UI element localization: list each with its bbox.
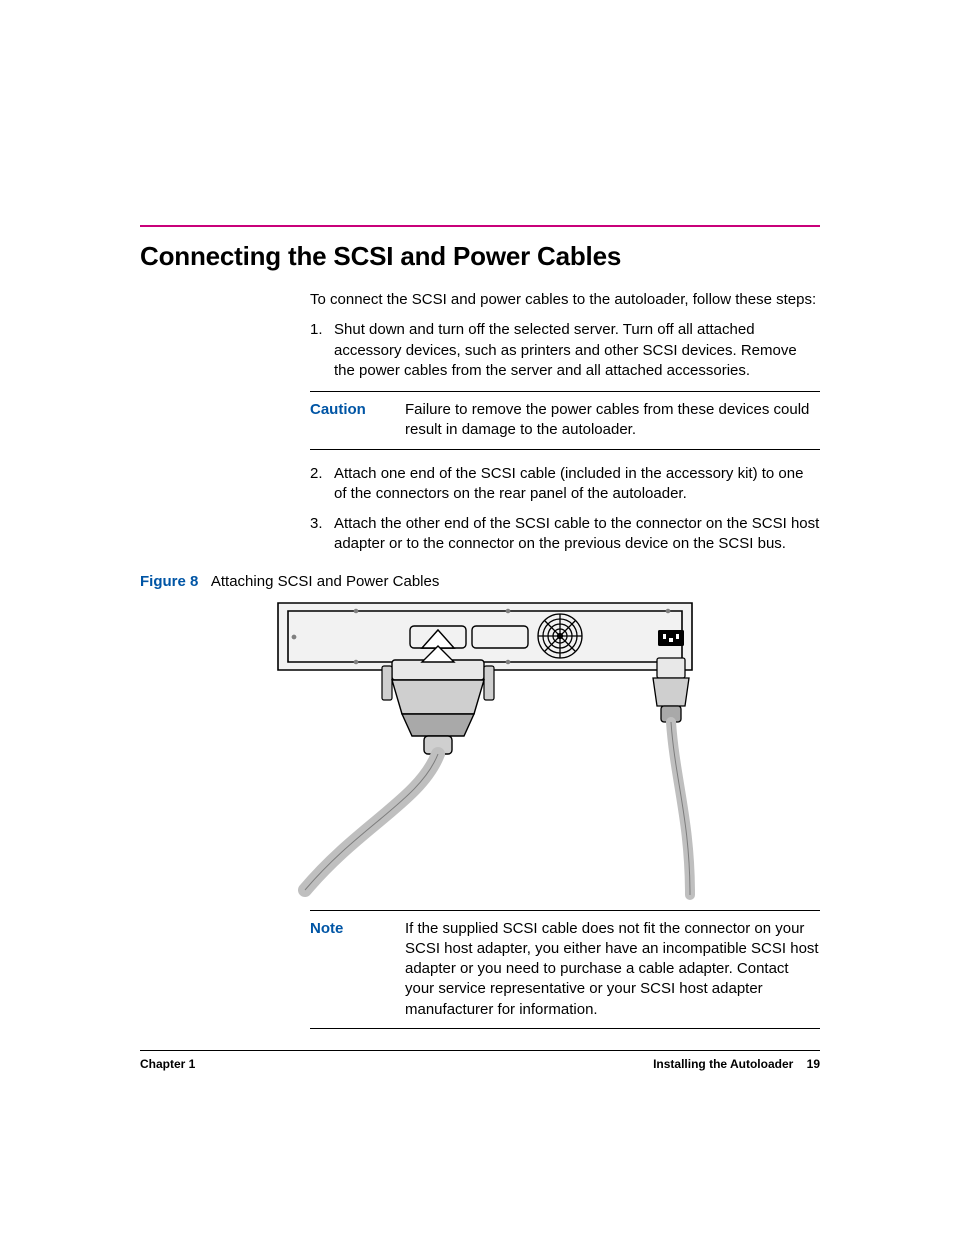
- figure-caption: Attaching SCSI and Power Cables: [211, 573, 439, 590]
- step-text: Attach one end of the SCSI cable (includ…: [334, 465, 803, 502]
- caution-box: Caution Failure to remove the power cabl…: [310, 391, 820, 450]
- note-box: Note If the supplied SCSI cable does not…: [310, 910, 820, 1029]
- figure-label: Figure 8 Attaching SCSI and Power Cables: [140, 573, 820, 590]
- step-text: Attach the other end of the SCSI cable t…: [334, 515, 819, 552]
- figure-number: Figure 8: [140, 573, 198, 590]
- step-item: 2. Attach one end of the SCSI cable (inc…: [310, 464, 820, 505]
- note-text: If the supplied SCSI cable does not fit …: [405, 919, 820, 1020]
- step-number: 3.: [310, 514, 323, 534]
- intro-text: To connect the SCSI and power cables to …: [310, 290, 820, 310]
- step-number: 2.: [310, 464, 323, 484]
- section-title: Connecting the SCSI and Power Cables: [140, 241, 820, 272]
- step-number: 1.: [310, 320, 323, 340]
- caution-text: Failure to remove the power cables from …: [405, 400, 820, 441]
- footer-title: Installing the Autoloader: [653, 1057, 793, 1071]
- figure-illustration: [270, 600, 700, 900]
- accent-rule: [140, 225, 820, 227]
- step-item: 1. Shut down and turn off the selected s…: [310, 320, 820, 381]
- caution-label: Caution: [310, 400, 405, 441]
- note-label: Note: [310, 919, 405, 1020]
- step-text: Shut down and turn off the selected serv…: [334, 321, 797, 379]
- page-footer: Chapter 1 Installing the Autoloader 19: [140, 1050, 820, 1071]
- footer-chapter: Chapter 1: [140, 1057, 195, 1071]
- footer-page-number: 19: [807, 1057, 820, 1071]
- step-item: 3. Attach the other end of the SCSI cabl…: [310, 514, 820, 555]
